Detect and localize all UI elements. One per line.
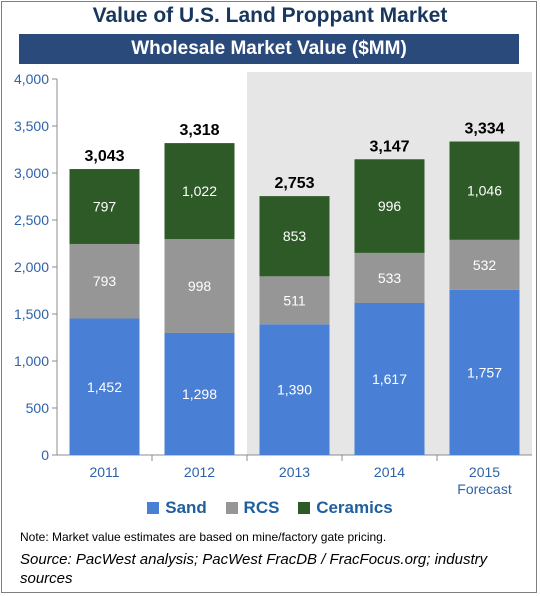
y-tick-label: 0 [41,447,49,463]
legend-swatch-rcs [225,502,238,514]
legend-item-sand: Sand [147,498,207,518]
total-label-2011: 3,043 [84,148,124,165]
bar-ceramics-2014 [354,159,425,253]
bar-rcs-2014 [354,252,425,304]
bar-ceramics-2011 [69,169,140,244]
legend-swatch-sand [147,502,160,514]
legend-label-ceramics: Ceramics [316,498,393,517]
data-label-ceramics-2015: 1,046 [467,183,502,199]
chart-note: Note: Market value estimates are based o… [20,530,387,544]
stacked-bar-chart: 0 500 1,000 1,500 2,000 2,500 3,000 3,500 4,000 1… [14,71,532,497]
bar-rcs-2012 [164,239,235,333]
data-label-rcs-2015: 532 [473,257,497,273]
y-tick-label: 3,500 [14,118,49,134]
data-label-rcs-2012: 998 [188,278,212,294]
bar-rcs-2011 [69,243,140,319]
data-label-ceramics-2013: 853 [283,228,307,244]
data-label-rcs-2013: 511 [283,292,306,308]
total-label-2013: 2,753 [274,175,314,192]
y-tick-label: 1,000 [14,353,49,369]
total-label-2012: 3,318 [179,122,219,139]
data-label-ceramics-2011: 797 [93,199,117,215]
bar-sand-2015 [449,289,520,455]
x-tick-label: 2011 [89,464,119,480]
bar-sand-2012 [164,332,235,455]
y-tick-label: 1,500 [14,306,49,322]
x-tick-label: 2012 [184,464,215,480]
chart-source: Source: PacWest analysis; PacWest FracDB… [20,551,488,587]
y-tick-label: 2,000 [14,259,49,275]
legend-swatch-ceramics [298,502,311,514]
legend-label-rcs: RCS [243,498,280,517]
data-label-sand-2011: 1,452 [87,379,122,395]
y-tick-label: 3,000 [14,165,49,181]
data-label-sand-2014: 1,617 [372,371,407,387]
legend-label-sand: Sand [165,498,207,517]
data-label-ceramics-2014: 996 [378,198,402,214]
data-label-sand-2015: 1,757 [467,364,502,380]
data-label-ceramics-2012: 1,022 [182,183,217,199]
total-label-2015: 3,334 [464,121,504,138]
chart-legend: Sand RCS Ceramics [0,498,540,518]
bar-ceramics-2015 [449,141,520,240]
x-tick-label: 2015 [469,464,500,480]
data-label-sand-2013: 1,390 [277,382,312,398]
total-label-2014: 3,147 [369,138,409,155]
bar-ceramics-2012 [164,143,235,240]
chart-title: Value of U.S. Land Proppant Market [92,4,448,27]
bar-sand-2014 [354,303,425,455]
bar-rcs-2013 [259,276,330,325]
legend-item-rcs: RCS [225,498,280,518]
chart-subtitle: Wholesale Market Value ($MM) [131,38,407,59]
y-tick-label: 500 [26,400,50,416]
bar-sand-2011 [69,318,140,455]
y-tick-label: 4,000 [14,71,49,87]
x-tick-label: 2013 [279,464,310,480]
x-tick-label: 2014 [374,464,405,480]
y-tick-label: 2,500 [14,212,49,228]
x-tick-sublabel: Forecast [457,481,512,497]
bar-ceramics-2013 [259,196,330,277]
chart-subtitle-bar: Wholesale Market Value ($MM) [19,34,519,64]
data-label-rcs-2011: 793 [93,273,117,289]
legend-item-ceramics: Ceramics [298,498,393,518]
data-label-sand-2012: 1,298 [182,386,217,402]
data-label-rcs-2014: 533 [378,270,402,286]
bar-rcs-2015 [449,239,520,290]
bar-sand-2013 [259,324,330,455]
